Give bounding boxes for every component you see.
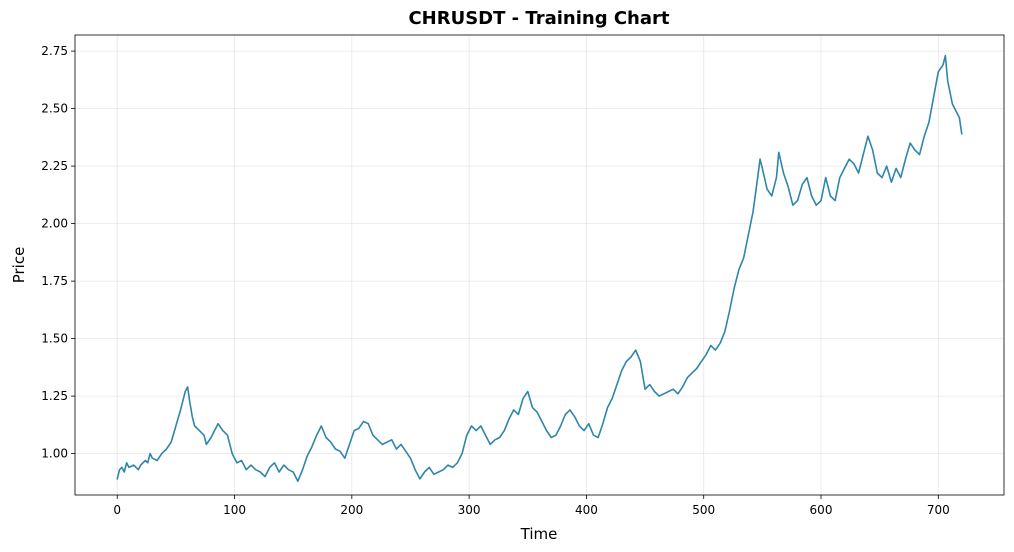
y-tick-label: 2.25 — [41, 159, 68, 173]
y-tick-label: 2.50 — [41, 102, 68, 116]
x-axis-label: Time — [520, 525, 558, 543]
y-tick-label: 1.25 — [41, 389, 68, 403]
grid-lines — [75, 35, 1004, 495]
x-tick-label: 100 — [223, 503, 246, 517]
x-tick-label: 0 — [113, 503, 121, 517]
y-tick-label: 2.00 — [41, 217, 68, 231]
axis-ticks: 0 100 200 300 400 500 600 700 1.00 1.25 1.50 1.75 2.… — [41, 44, 949, 517]
y-tick-label: 1.00 — [41, 447, 68, 461]
y-tick-label: 1.75 — [41, 274, 68, 288]
y-tick-label: 1.50 — [41, 332, 68, 346]
series-layer — [116, 54, 963, 482]
x-tick-label: 500 — [692, 503, 715, 517]
x-tick-label: 200 — [340, 503, 363, 517]
x-tick-label: 600 — [810, 503, 833, 517]
plot-frame — [74, 34, 1005, 496]
x-tick-label: 300 — [458, 503, 481, 517]
chart-title: CHRUSDT - Training Chart — [408, 8, 669, 29]
price-line — [116, 54, 963, 482]
x-tick-label: 700 — [927, 503, 950, 517]
y-axis-label: Price — [10, 247, 28, 284]
x-tick-label: 400 — [575, 503, 598, 517]
y-tick-label: 2.75 — [41, 44, 68, 58]
